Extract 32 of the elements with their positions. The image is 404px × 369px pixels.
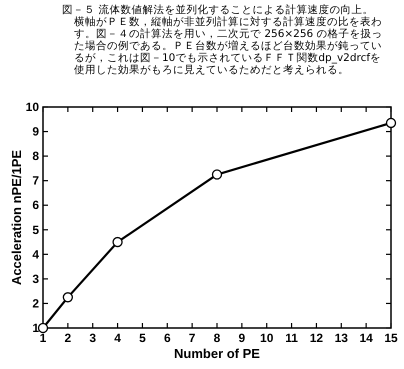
point: [212, 169, 222, 180]
x-tick-label: 2: [64, 331, 72, 345]
x-tick-label: 12: [310, 331, 324, 345]
point: [62, 292, 74, 302]
x-tick-label: 7: [188, 331, 196, 345]
y-tick-label: 9: [32, 124, 40, 139]
x-tick-label: 4: [114, 331, 122, 345]
x-tick-label: 6: [164, 331, 171, 345]
x-tick-label: 3: [89, 331, 96, 345]
y-tick-label: 8: [32, 149, 40, 164]
x-tick-label: 15: [384, 331, 398, 345]
point: [112, 236, 123, 248]
y-tick-label: 5: [32, 222, 40, 237]
x-tick-label: 11: [285, 331, 298, 345]
x-axis-title: Number of PE: [174, 346, 260, 361]
y-tick-label: 1: [32, 321, 40, 335]
y-axis-title: Acceleration nPE/1PE: [9, 150, 24, 286]
y-tick-label: 6: [32, 198, 40, 212]
y-tick-label: 7: [32, 174, 40, 188]
y-tick-label: 10: [26, 100, 40, 114]
chart-title: 図－５ 流体数値解法を並列化することによる計算速度の向上。: [62, 4, 374, 16]
x-tick-label: 9: [238, 331, 246, 345]
x-tick-label: 10: [260, 331, 274, 345]
y-tick-label: 4: [32, 247, 40, 262]
point: [386, 118, 396, 128]
y-tick-label: 2: [32, 296, 40, 310]
x-tick-label: 8: [214, 331, 221, 345]
chart-subtitle: 横軸がＰＥ数，縦軸が非並列計算に対する計算速度の比を表わす。図－４の計算法を用い，二次元で 256×256 の格子を扱った場合の例である。ＰＥ台数が増えるほど台数効果が鈍っているが，これは図－10でも示されているＦＦＴ関数dp_v2drcfを使用した効果がもろに見えているためだと考えられる。: [74, 16, 384, 76]
x-tick-label: 5: [139, 331, 146, 345]
x-tick-label: 14: [359, 331, 374, 345]
x-tick-label: 13: [334, 331, 348, 345]
y-tick-label: 3: [32, 272, 40, 286]
